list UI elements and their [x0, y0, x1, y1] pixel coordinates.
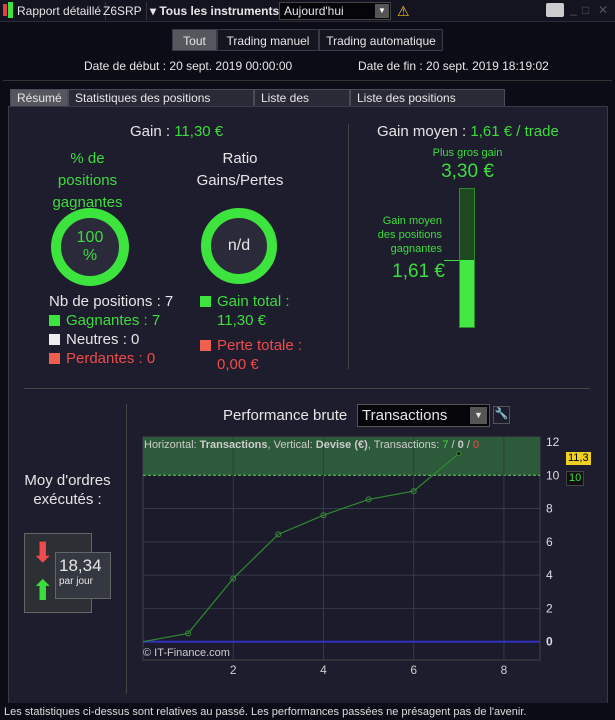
avg-win-value: 1,61 € — [392, 261, 445, 282]
win-pct-title: % de positions gagnantes — [52, 150, 123, 211]
divider — [126, 404, 127, 694]
max-gain-label: Plus gros gain — [432, 147, 503, 159]
y-tick-label: 2 — [546, 601, 553, 615]
red-square-icon — [49, 353, 60, 364]
winning-count: Gagnantes : 7 — [66, 312, 161, 329]
report-title: Rapport détaillé — [13, 2, 107, 20]
total-gain-label: Gain total : — [217, 293, 290, 310]
white-square-icon — [49, 334, 60, 345]
win-pct-value: 100 % — [76, 229, 104, 264]
threshold-label: 10 — [566, 471, 585, 486]
data-point — [365, 496, 372, 503]
gain-gauge-fill — [460, 259, 474, 327]
avg-gain-label: Gain moyen : — [377, 123, 467, 140]
x-tick-label: 6 — [410, 663, 417, 677]
ratio-value: n/d — [227, 237, 251, 254]
totals: Gain total : 11,30 € Perte totale : 0,00… — [200, 292, 302, 374]
positions-count: Nb de positions : 7 — [49, 293, 174, 310]
data-point — [185, 630, 192, 637]
profit-zone — [143, 437, 540, 476]
orders-label: Moy d'ordres exécutés : — [24, 472, 111, 508]
account-button[interactable]: Z6SRP — [99, 2, 147, 20]
warning-icon[interactable]: ⚠ — [397, 3, 410, 19]
x-tick-label: 4 — [320, 663, 327, 677]
losing-count: Perdantes : 0 — [66, 350, 156, 367]
divider — [24, 388, 590, 389]
gain-gauge — [459, 188, 475, 328]
data-point — [320, 512, 327, 519]
orders-unit: par jour — [59, 576, 93, 587]
wrench-icon[interactable]: 🔧 — [493, 406, 510, 424]
last-value-label: 11,3 — [566, 452, 591, 465]
performance-title: Performance brute — [223, 407, 348, 424]
x-tick-label: 2 — [230, 663, 237, 677]
y-tick-label: 4 — [546, 568, 553, 582]
green-square-icon — [49, 315, 60, 326]
filter-automatic[interactable]: Trading automatique — [319, 29, 443, 51]
series-line — [142, 453, 460, 643]
max-gain-value: 3,30 € — [441, 161, 494, 182]
start-date: Date de début : 20 sept. 2019 00:00:00 — [84, 59, 293, 73]
total-loss-value: 0,00 € — [217, 356, 259, 373]
candlestick-icon — [3, 4, 7, 16]
data-point — [230, 575, 237, 582]
maximize-icon[interactable]: □ — [582, 3, 590, 17]
arrow-icon — [444, 260, 459, 261]
candlestick-icon — [8, 2, 13, 18]
data-point — [410, 488, 417, 495]
total-gain-value: 11,30 € — [217, 312, 266, 329]
red-square-icon — [200, 340, 211, 351]
copyright: © IT-Finance.com — [143, 647, 230, 659]
data-point — [456, 451, 462, 457]
end-date: Date de fin : 20 sept. 2019 18:19:02 — [358, 59, 549, 73]
divider — [3, 80, 612, 81]
ratio-ring: n/d — [201, 208, 277, 284]
performance-select[interactable]: Transactions ▼ — [357, 404, 490, 427]
close-icon[interactable]: ✕ — [598, 3, 609, 17]
x-tick-label: 8 — [501, 663, 508, 677]
chart-info: Horizontal: Transactions, Vertical: Devi… — [144, 439, 480, 451]
total-loss-label: Perte totale : — [217, 337, 303, 354]
arrow-down-icon: ⬇ — [31, 537, 55, 568]
arrow-up-icon: ⬆ — [31, 575, 55, 606]
chevron-down-icon: ▼ — [375, 4, 389, 18]
neutral-count: Neutres : 0 — [66, 331, 140, 348]
orders-badge: 18,34 par jour — [55, 552, 111, 599]
win-pct-ring: 100 % — [51, 208, 129, 286]
gain-value: 11,30 € — [174, 123, 224, 140]
period-value: Aujourd'hui — [284, 4, 344, 18]
filter-manual[interactable]: Trading manuel — [217, 29, 319, 51]
minimize-icon[interactable]: _ — [570, 2, 577, 16]
gain-label: Gain : — [130, 123, 171, 140]
ratio-title: Ratio Gains/Pertes — [196, 150, 284, 189]
data-point — [275, 531, 282, 538]
footer-disclaimer: Les statistiques ci-dessus sont relative… — [0, 703, 615, 720]
instruments-label: Tous les instruments — [159, 4, 280, 18]
avg-gain-heading: Gain moyen : 1,61 € / trade — [377, 123, 559, 140]
y-tick-label: 8 — [546, 502, 553, 516]
chevron-down-icon: ▼ — [470, 407, 487, 424]
y-tick-label: 12 — [546, 435, 560, 449]
tab-summary[interactable]: Résumé — [10, 89, 68, 107]
orders-value: 18,34 — [59, 556, 102, 575]
y-tick-label: 0 — [546, 635, 553, 649]
period-select[interactable]: Aujourd'hui ▼ — [279, 2, 391, 20]
avg-win-label: Gain moyen des positions gagnantes — [377, 215, 442, 255]
toolbar: Rapport détaillé Z6SRP ▾ Tous les instru… — [0, 0, 615, 22]
divider — [348, 124, 349, 369]
positions-list: Nb de positions : 7 Gagnantes : 7 Neutre… — [49, 292, 173, 368]
filter-all[interactable]: Tout — [172, 29, 217, 51]
gain-heading: Gain : 11,30 € — [130, 123, 223, 140]
printer-icon[interactable] — [546, 3, 564, 17]
y-tick-label: 10 — [546, 468, 560, 482]
y-tick-label: 6 — [546, 535, 553, 549]
performance-select-value: Transactions — [362, 407, 448, 424]
green-square-icon — [200, 296, 211, 307]
avg-gain-value: 1,61 € / trade — [470, 123, 559, 140]
